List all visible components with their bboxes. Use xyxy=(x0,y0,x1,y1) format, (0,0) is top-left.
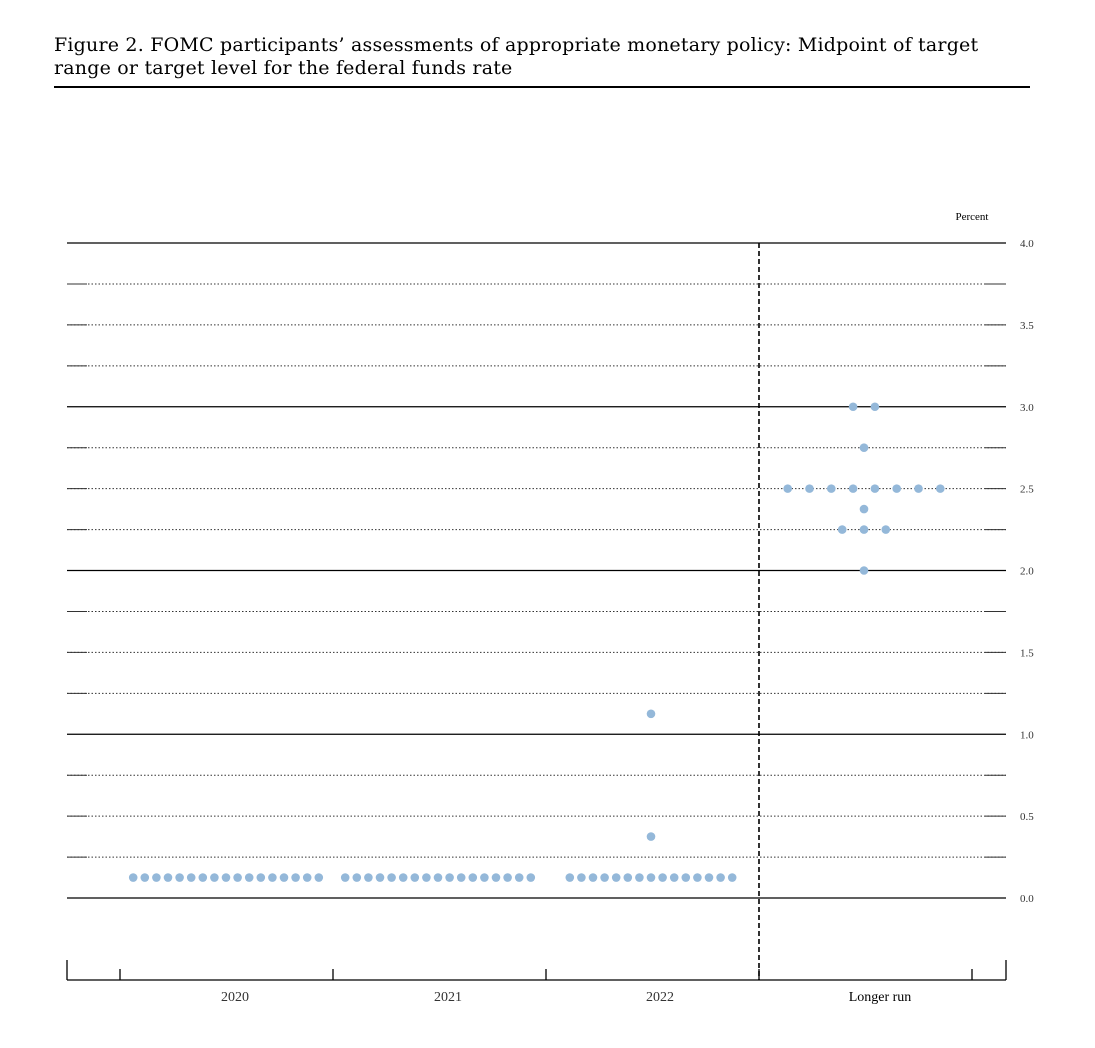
dot-2020 xyxy=(291,873,300,882)
dot-longer-run xyxy=(848,402,858,412)
x-tick-label: 2020 xyxy=(221,990,249,1005)
dot-2021 xyxy=(468,873,478,882)
dot-longer-run xyxy=(892,484,901,493)
dot-2022 xyxy=(646,709,656,719)
dot-2020 xyxy=(152,873,161,882)
y-tick-label: 2.5 xyxy=(1020,484,1034,496)
dot-longer-run xyxy=(805,484,814,493)
dot-2020 xyxy=(163,873,173,882)
dot-2020 xyxy=(175,873,184,882)
dot-2020 xyxy=(140,873,150,882)
chart-title: Figure 2. FOMC participants’ assessments… xyxy=(54,34,979,79)
dot-2021 xyxy=(480,873,489,882)
dot-2022 xyxy=(611,873,621,882)
dot-2022 xyxy=(600,873,609,882)
dot-2021 xyxy=(514,873,524,882)
dot-2022 xyxy=(646,873,656,882)
dot-2021 xyxy=(433,873,443,882)
dot-2020 xyxy=(128,873,138,882)
dot-2021 xyxy=(422,873,431,882)
y-tick-label: 3.0 xyxy=(1020,402,1034,414)
dot-2022 xyxy=(588,873,598,882)
dot-2021 xyxy=(387,873,396,882)
dot-2022 xyxy=(693,873,702,882)
dot-longer-run xyxy=(881,525,891,534)
y-tick-label: 4.0 xyxy=(1020,238,1034,250)
dot-2020 xyxy=(221,873,231,882)
dot-2020 xyxy=(268,873,277,882)
x-tick-label: Longer run xyxy=(849,990,912,1005)
dot-2021 xyxy=(410,873,420,882)
dot-2021 xyxy=(340,873,350,882)
y-tick-label: 3.5 xyxy=(1020,320,1034,332)
dot-2020 xyxy=(314,873,324,882)
dot-2020 xyxy=(198,873,208,882)
dot-2021 xyxy=(491,873,501,882)
dot-2021 xyxy=(456,873,466,882)
dot-longer-run xyxy=(827,484,836,493)
dot-longer-run xyxy=(936,484,945,493)
dot-2022 xyxy=(623,873,633,882)
dot-2021 xyxy=(503,873,512,882)
dot-2020 xyxy=(244,873,254,882)
dot-longer-run xyxy=(914,484,923,493)
title-rule xyxy=(54,86,1030,88)
dot-2021 xyxy=(352,873,362,882)
dot-2022 xyxy=(704,873,714,882)
dot-2022 xyxy=(646,832,656,841)
dot-2022 xyxy=(658,873,667,882)
y-axis-label: Percent xyxy=(956,211,989,223)
x-tick-label: 2022 xyxy=(646,990,674,1005)
dot-2022 xyxy=(716,873,725,882)
dot-2022 xyxy=(635,873,644,882)
dot-2020 xyxy=(233,873,242,882)
dot-2020 xyxy=(256,873,266,882)
dot-2020 xyxy=(279,873,289,882)
y-tick-label: 1.0 xyxy=(1020,729,1034,741)
dot-longer-run xyxy=(783,484,792,493)
dot-longer-run xyxy=(859,566,869,575)
dot-2022 xyxy=(727,873,737,882)
dot-2022 xyxy=(577,873,586,882)
dot-2020 xyxy=(186,873,196,882)
dot-longer-run xyxy=(859,525,869,534)
x-tick-label: 2021 xyxy=(434,990,462,1005)
dot-2021 xyxy=(375,873,385,882)
dot-2021 xyxy=(398,873,408,882)
dot-2020 xyxy=(210,873,219,882)
dot-longer-run xyxy=(870,402,880,412)
dot-longer-run xyxy=(870,484,880,493)
y-tick-label: 2.0 xyxy=(1020,566,1034,578)
dot-longer-run xyxy=(837,525,847,534)
dot-2020 xyxy=(302,873,312,882)
dot-2022 xyxy=(669,873,679,882)
dot-2021 xyxy=(364,873,373,882)
dot-2022 xyxy=(681,873,691,882)
dot-2021 xyxy=(445,873,454,882)
y-tick-label: 1.5 xyxy=(1020,647,1034,659)
y-tick-label: 0.0 xyxy=(1020,893,1034,905)
dot-longer-run xyxy=(859,443,869,452)
dot-longer-run xyxy=(859,504,869,514)
dot-longer-run xyxy=(848,484,858,493)
dot-2022 xyxy=(565,873,575,882)
dot-2021 xyxy=(526,873,536,882)
y-tick-label: 0.5 xyxy=(1020,811,1034,823)
